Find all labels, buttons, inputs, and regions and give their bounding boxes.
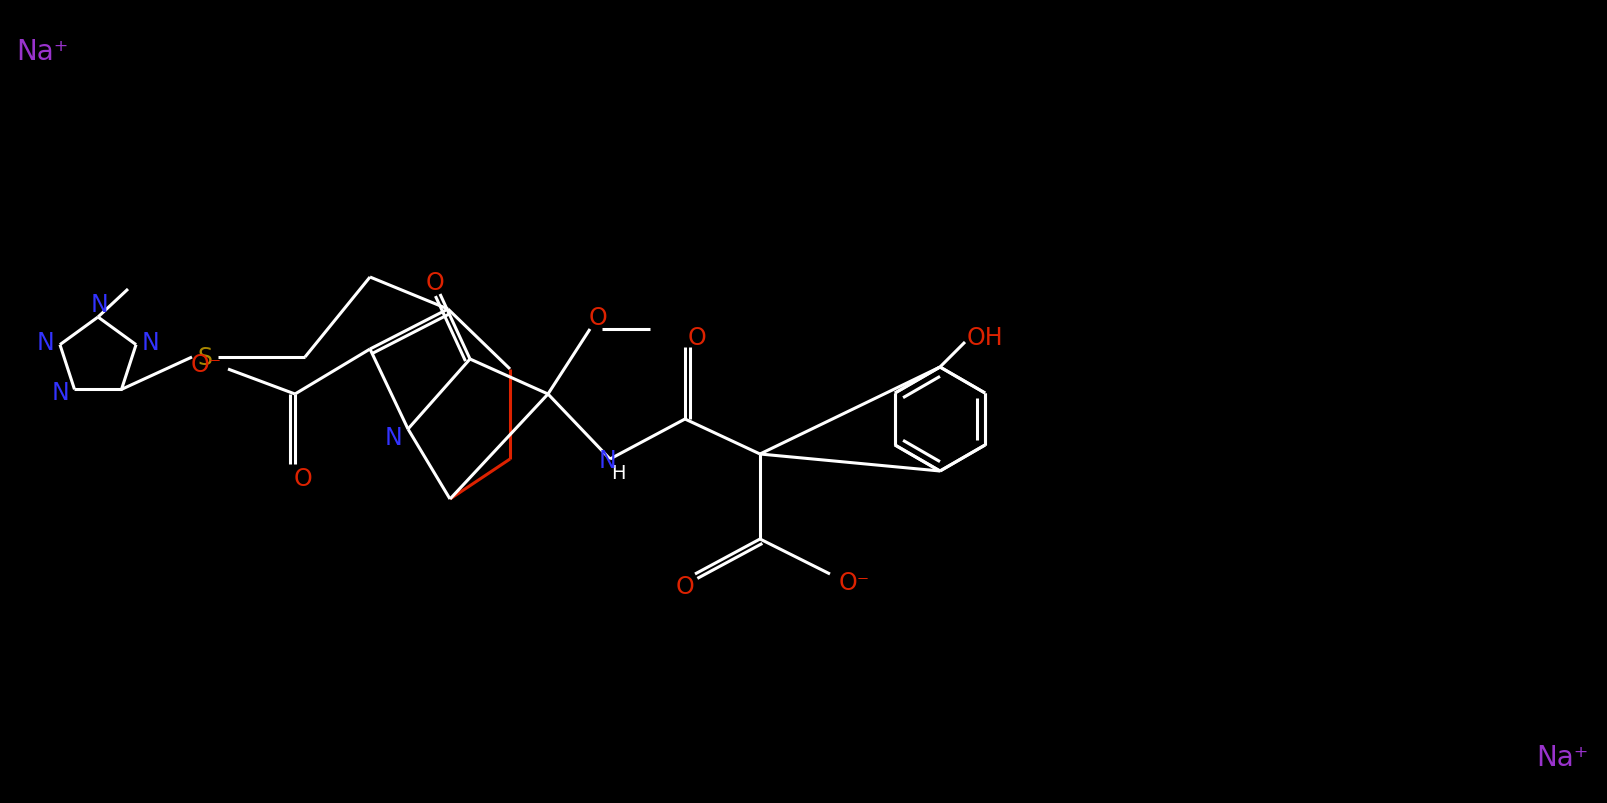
Text: O: O [688,325,705,349]
Text: S: S [198,345,212,369]
Text: O: O [675,574,694,598]
Text: N: N [386,426,403,450]
Text: O: O [294,467,312,491]
Text: H: H [611,464,625,483]
Text: O⁻: O⁻ [837,570,869,594]
Text: N: N [599,448,617,472]
Text: N: N [51,381,69,405]
Text: OH: OH [966,325,1003,349]
Text: O: O [426,271,444,295]
Text: N: N [92,292,109,316]
Text: N: N [141,330,159,354]
Text: N: N [37,330,55,354]
Text: O⁻: O⁻ [190,353,222,377]
Text: Na⁺: Na⁺ [16,38,67,66]
Text: O: O [588,306,607,329]
Text: Na⁺: Na⁺ [1535,743,1588,771]
